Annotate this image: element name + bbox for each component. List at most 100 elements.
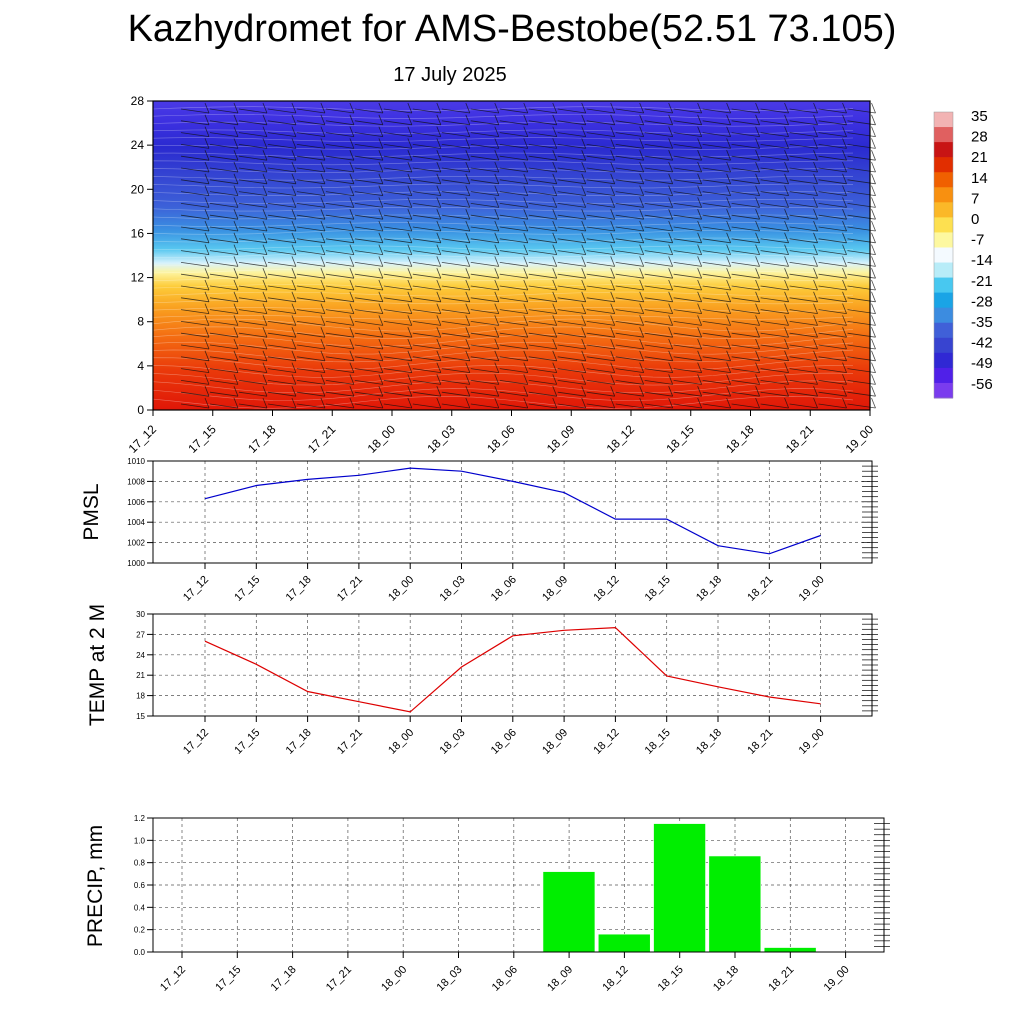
wind-barb-flag xyxy=(581,256,587,267)
wind-barb xyxy=(702,273,731,279)
pmsl-xtick-label: 18_06 xyxy=(489,574,519,604)
wind-barb-flag xyxy=(784,386,789,397)
wind-barb-flag xyxy=(262,279,268,291)
wind-barb-flag xyxy=(262,126,268,137)
wind-barb-flag xyxy=(494,161,500,173)
wind-barb xyxy=(528,356,557,362)
wind-barb-flag xyxy=(697,303,703,314)
wind-barb xyxy=(702,380,731,385)
pmsl-xtick-label: 17_15 xyxy=(232,574,262,604)
wind-barb-flag xyxy=(755,102,760,114)
wind-barb xyxy=(325,226,354,232)
wind-barb xyxy=(499,132,528,137)
wind-barb-flag xyxy=(494,397,500,409)
wind-barb xyxy=(238,250,268,255)
wind-barb-flag xyxy=(581,102,587,114)
wind-barb-flag xyxy=(465,150,471,161)
pmsl-ylabel: PMSL xyxy=(80,483,103,540)
wind-barb-flag xyxy=(871,386,876,397)
wind-barb xyxy=(818,203,847,208)
wind-barb-flag xyxy=(813,338,818,350)
wind-barb xyxy=(673,132,702,137)
wind-barb xyxy=(789,344,818,350)
wind-barb xyxy=(267,191,296,196)
wind-barb-flag xyxy=(407,114,413,125)
wind-barb-flag xyxy=(842,114,847,125)
wind-barb-flag xyxy=(407,279,413,291)
wind-barb-flag xyxy=(378,197,384,208)
wind-barb xyxy=(760,203,789,208)
wind-barb xyxy=(296,391,325,397)
wind-barb-flag xyxy=(726,374,731,385)
wind-barb xyxy=(209,108,239,114)
wind-barb xyxy=(354,167,383,173)
wind-barb xyxy=(238,403,268,409)
wind-barb-flag xyxy=(407,173,413,184)
wind-barb-flag xyxy=(262,138,268,149)
wind-barb-flag xyxy=(639,138,645,149)
wind-barb xyxy=(209,344,239,350)
wind-barb xyxy=(731,179,760,185)
wind-barb xyxy=(760,144,789,149)
wind-barb xyxy=(441,238,470,244)
wind-barb-flag xyxy=(610,303,616,314)
wind-barb-flag xyxy=(610,161,616,173)
colorbar-tick-label: 14 xyxy=(971,170,988,187)
wind-barb xyxy=(731,403,760,409)
wind-barb-flag xyxy=(494,350,500,361)
wind-barb xyxy=(557,179,586,185)
wind-barb-flag xyxy=(204,150,210,161)
wind-barb-flag xyxy=(262,161,268,173)
wind-barb xyxy=(731,391,760,397)
wind-barb-flag xyxy=(320,150,326,161)
wind-barb xyxy=(586,403,615,409)
heatmap-xtick-label: 18_21 xyxy=(783,422,817,456)
wind-barb xyxy=(209,203,239,208)
wind-barb xyxy=(470,309,499,314)
wind-barb xyxy=(847,321,876,326)
heatmap-contour xyxy=(152,206,854,212)
wind-barb-flag xyxy=(291,102,297,114)
wind-barb xyxy=(209,132,239,137)
wind-barb-flag xyxy=(610,138,616,149)
wind-barb-flag xyxy=(813,102,818,114)
wind-barb-flag xyxy=(668,362,674,373)
wind-barb xyxy=(209,285,239,291)
wind-barb-flag xyxy=(204,197,210,208)
wind-barb-flag xyxy=(204,350,210,361)
wind-barb xyxy=(847,403,876,409)
wind-barb xyxy=(760,108,789,114)
wind-barb xyxy=(644,380,673,385)
wind-barb xyxy=(673,155,702,161)
wind-barb xyxy=(412,391,441,397)
wind-barb xyxy=(383,214,412,220)
wind-barb-flag xyxy=(871,327,876,338)
wind-barb-flag xyxy=(726,102,731,114)
wind-barb-flag xyxy=(784,315,789,326)
wind-barb-flag xyxy=(813,150,818,161)
wind-barb-flag xyxy=(610,362,616,373)
wind-barb-flag xyxy=(639,268,645,279)
wind-barb-flag xyxy=(465,114,471,125)
wind-barb xyxy=(238,226,268,232)
temp-xtick-label: 17_15 xyxy=(232,727,262,757)
wind-barb-flag xyxy=(465,256,471,267)
wind-barb xyxy=(383,344,412,350)
wind-barb xyxy=(383,132,412,137)
wind-barb xyxy=(325,120,354,126)
wind-barb-flag xyxy=(726,291,731,302)
wind-barb xyxy=(412,155,441,161)
wind-barb-flag xyxy=(349,150,355,161)
wind-barb-flag xyxy=(552,150,558,161)
wind-barb xyxy=(847,285,876,291)
wind-barb-flag xyxy=(697,161,703,173)
wind-barb xyxy=(702,309,731,314)
heatmap-ytick-label: 4 xyxy=(137,359,144,373)
wind-barb-flag xyxy=(378,150,384,161)
wind-barb-flag xyxy=(349,327,355,338)
wind-barb xyxy=(296,203,325,208)
wind-barb xyxy=(789,214,818,220)
precip-ytick-label: 0.4 xyxy=(134,903,146,912)
wind-barb xyxy=(586,368,615,373)
wind-barb-flag xyxy=(378,386,384,397)
